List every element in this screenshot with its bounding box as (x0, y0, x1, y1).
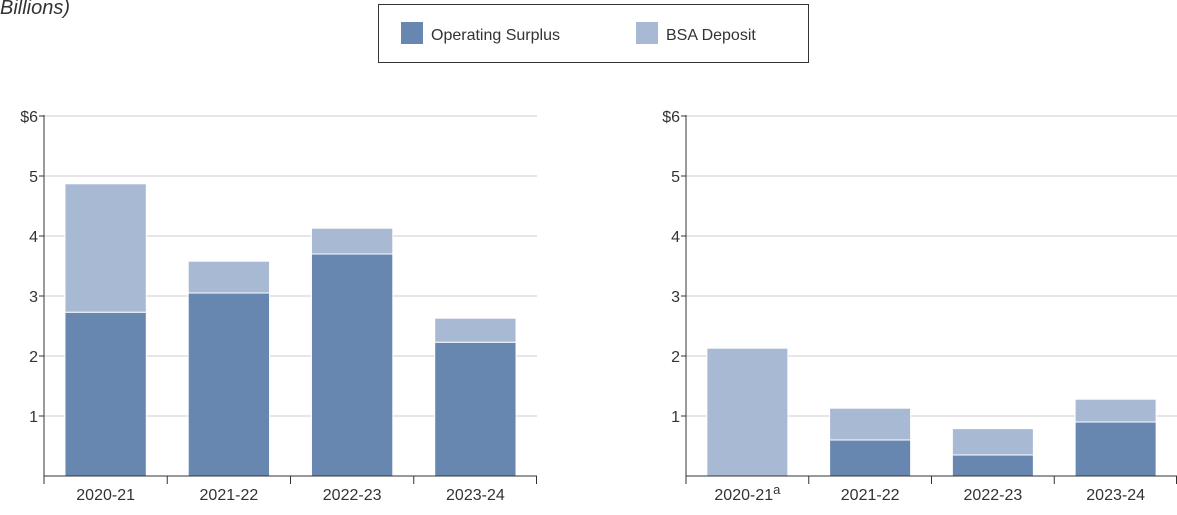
bar-segment (951, 454, 1034, 477)
bar-segment (951, 428, 1034, 456)
x-tick-label-text: 2021-22 (841, 487, 900, 504)
bar-segment (434, 317, 517, 343)
y-tick-label: 3 (671, 289, 680, 306)
legend-box (378, 4, 809, 63)
x-tick-label-text: 2023-24 (446, 487, 505, 504)
y-tick-label: 4 (671, 229, 680, 246)
legend-swatch (401, 22, 423, 44)
y-tick-label: 1 (29, 409, 38, 426)
bar-segment (187, 260, 271, 294)
bar-segment (310, 253, 394, 477)
y-tick-label: 2 (29, 349, 38, 366)
y-tick-label: $6 (662, 109, 680, 126)
x-tick-label: 2021-22 (200, 487, 259, 504)
x-tick-label-text: 2021-22 (200, 487, 259, 504)
x-tick-label-text: 2022-23 (964, 487, 1023, 504)
x-tick-label-text: 2022-23 (323, 487, 382, 504)
y-tick-label: 5 (29, 169, 38, 186)
x-tick-label: 2021-22 (841, 487, 900, 504)
legend-label: BSA Deposit (666, 27, 756, 44)
bar-segment (1074, 421, 1157, 477)
y-tick-label: 2 (671, 349, 680, 366)
y-tick-label: 4 (29, 229, 38, 246)
footnote-mark: a (773, 482, 781, 497)
x-tick-label-text: 2023-24 (1086, 487, 1145, 504)
y-tick-label: 5 (671, 169, 680, 186)
x-tick-label-text: 2020-21 (714, 487, 773, 504)
x-tick-label: 2020-21 (76, 487, 135, 504)
bar-segment (310, 227, 394, 255)
y-tick-label: $6 (20, 109, 38, 126)
x-tick-label: 2022-23 (964, 487, 1023, 504)
x-tick-label-text: 2020-21 (76, 487, 135, 504)
bar-segment (1074, 398, 1157, 423)
x-tick-label: 2022-23 (323, 487, 382, 504)
x-tick-label: 2023-24 (1086, 487, 1145, 504)
bar-segment (64, 311, 147, 477)
legend-label: Operating Surplus (431, 27, 560, 44)
bar-segment (64, 183, 147, 313)
y-tick-label: 3 (29, 289, 38, 306)
bar-segment (706, 347, 789, 477)
legend-swatch (636, 22, 658, 44)
bar-segment (829, 407, 912, 441)
x-tick-label: 2023-24 (446, 487, 505, 504)
bar-segment (434, 341, 517, 477)
bar-segment (829, 439, 912, 477)
chart-title: Billions) (0, 0, 70, 19)
y-tick-label: 1 (671, 409, 680, 426)
x-tick-label: 2020-21a (714, 482, 781, 504)
bar-segment (187, 292, 271, 477)
